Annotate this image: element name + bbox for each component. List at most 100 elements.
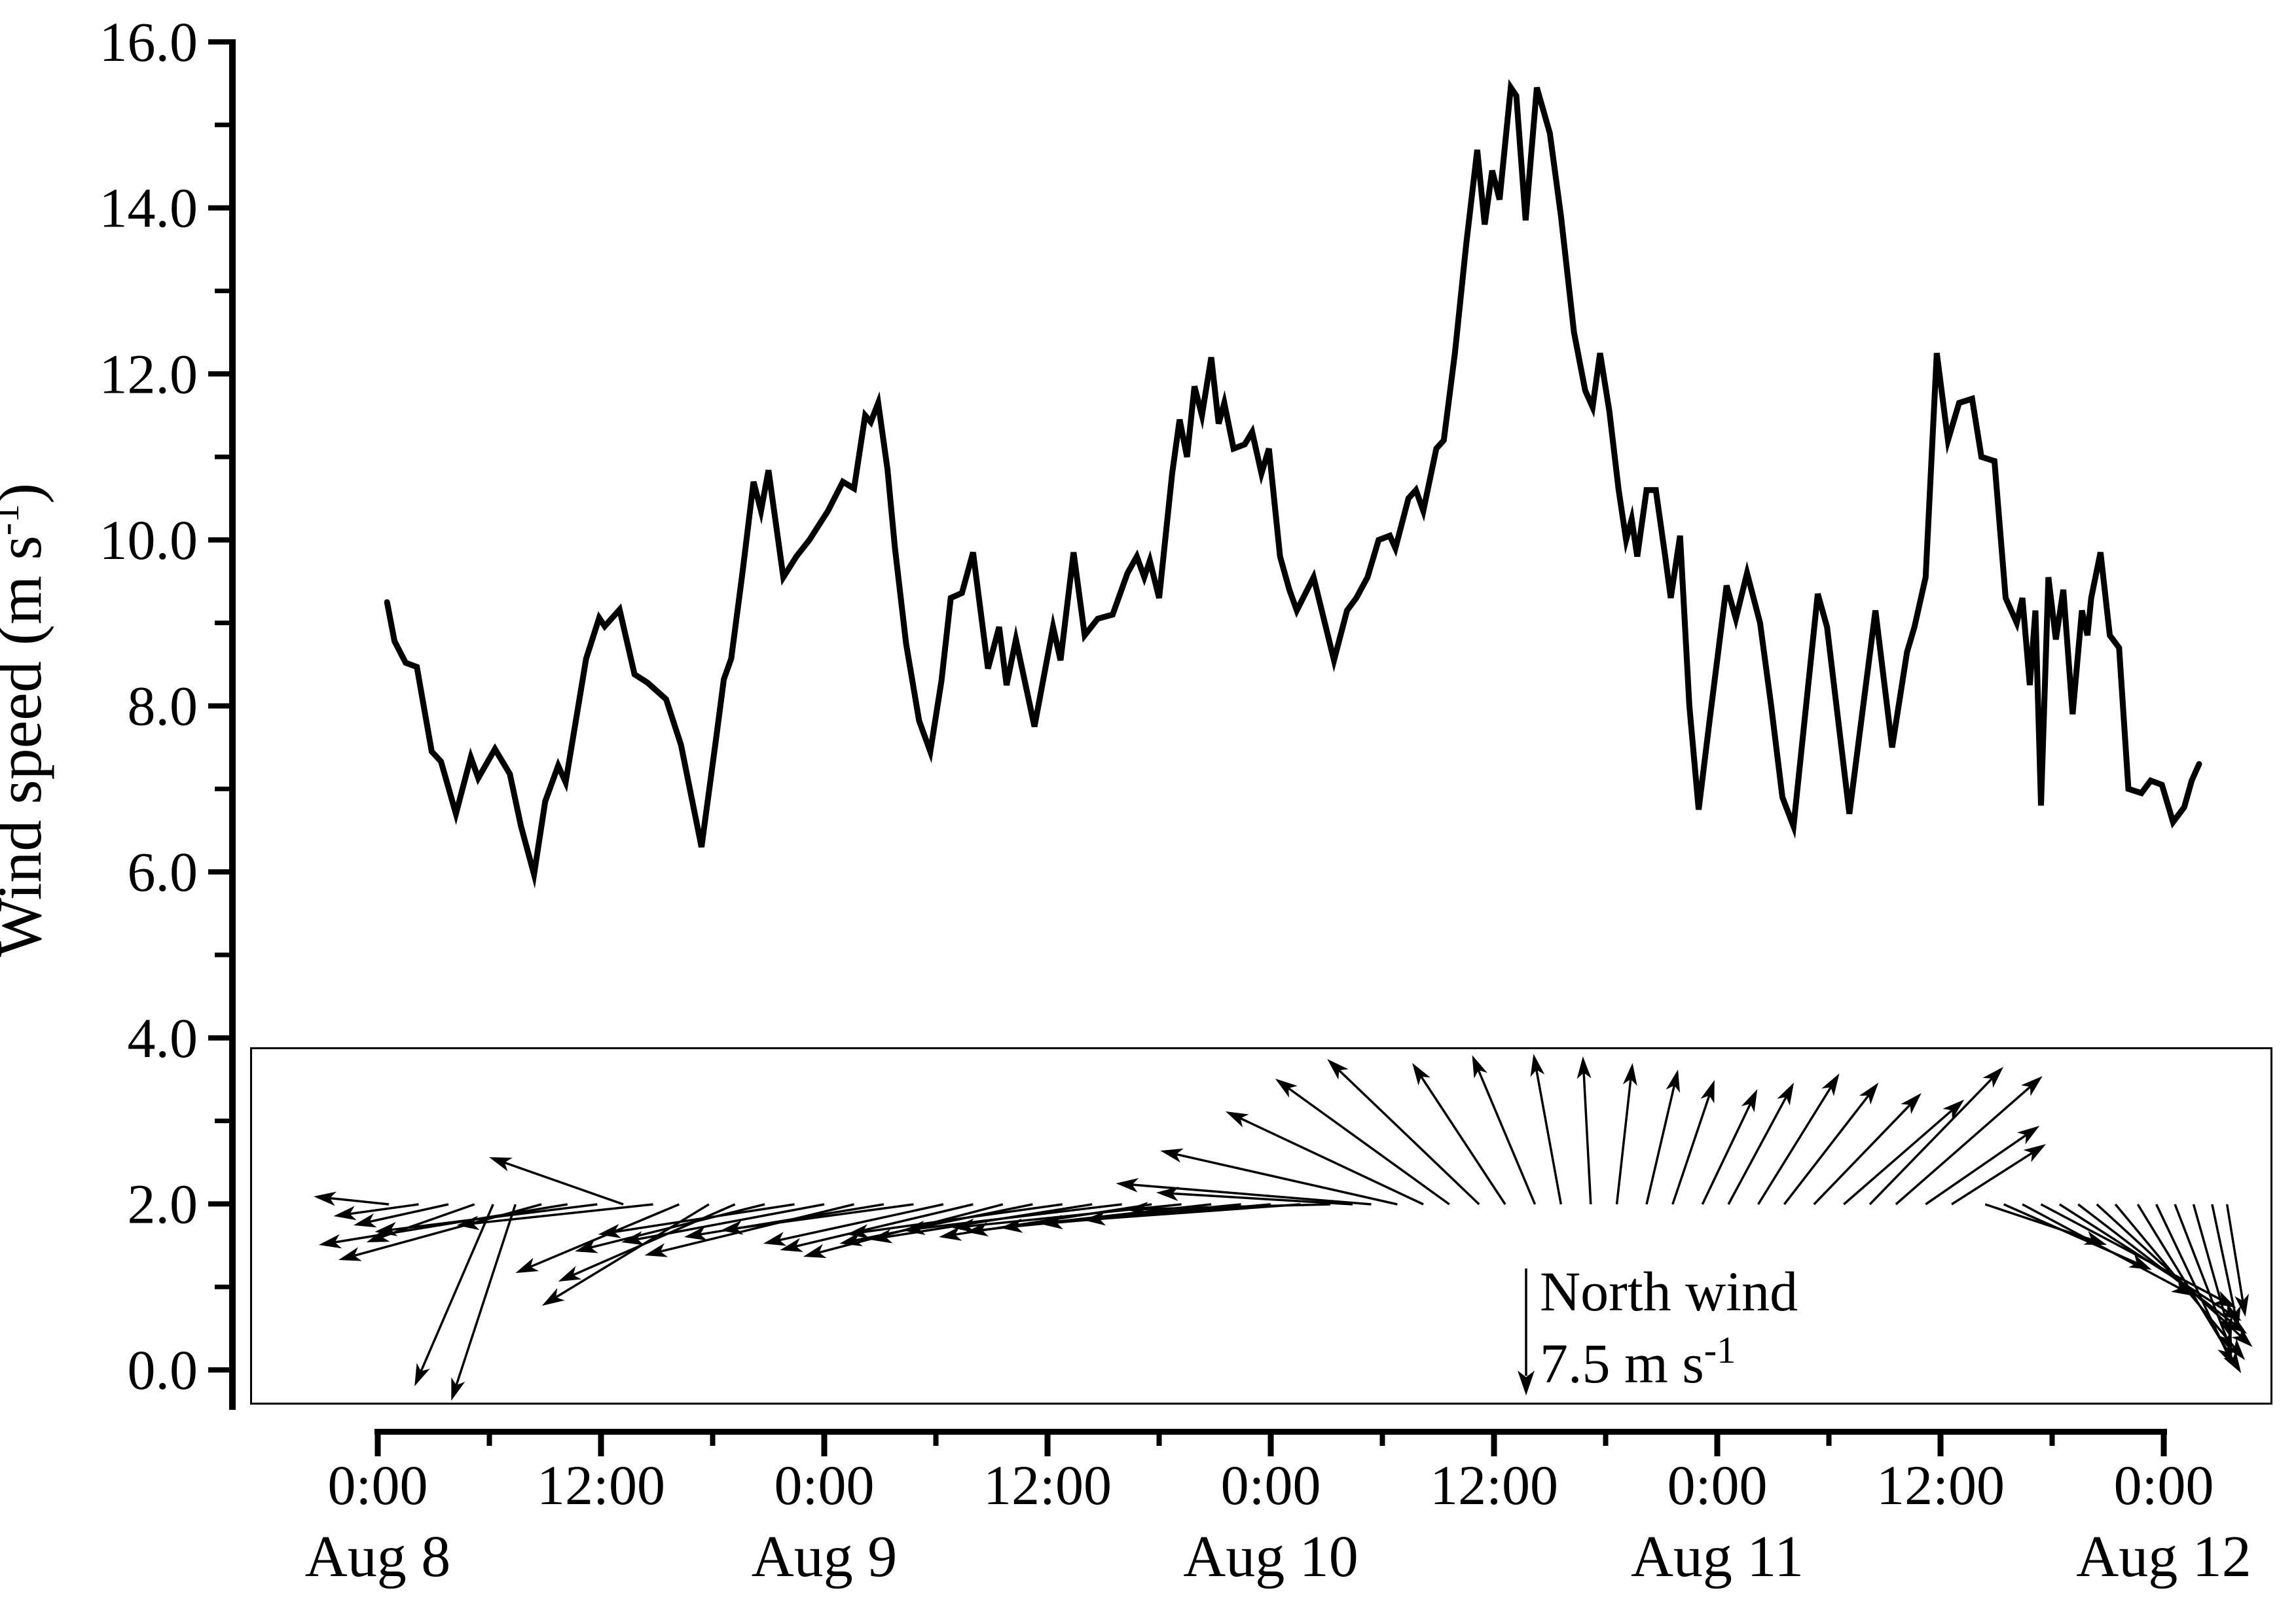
wind-arrow-shaft <box>660 1203 854 1253</box>
wind-arrow <box>1951 1144 2047 1206</box>
x-axis-minor-tick <box>1379 1429 1385 1446</box>
wind-arrow-head <box>1700 1080 1715 1104</box>
wind-arrow-head <box>683 1226 708 1241</box>
wind-arrow-shaft <box>862 1203 1063 1234</box>
wind-arrow-head <box>2231 1326 2253 1347</box>
wind-arrow-shaft <box>1535 1069 1563 1205</box>
wind-arrow-head <box>541 1287 565 1306</box>
wind-arrow-shaft <box>572 1203 736 1276</box>
wind-arrow-head <box>314 1191 337 1206</box>
legend-value-text: 7.5 m s <box>1540 1332 1704 1395</box>
x-axis-minor-tick <box>933 1429 939 1446</box>
wind-arrow-head <box>1859 1083 1879 1105</box>
y-tick-label: 2.0 <box>128 1172 198 1235</box>
wind-arrow <box>489 1157 624 1206</box>
y-tick-label: 6.0 <box>128 840 198 903</box>
wind-arrow <box>1701 1089 1758 1205</box>
y-tick-label: 12.0 <box>100 342 198 405</box>
wind-arrow-head <box>1083 1211 1106 1226</box>
wind-arrow-shaft <box>1868 1077 1993 1206</box>
wind-arrow-shaft <box>1172 1192 1353 1206</box>
wind-arrow <box>1226 1111 1424 1206</box>
wind-arrow <box>2077 1203 2248 1334</box>
y-axis-minor-tick <box>215 288 230 293</box>
wind-arrow-head <box>803 1244 827 1259</box>
wind-arrow <box>2192 1204 2232 1339</box>
wind-arrow-head <box>333 1206 357 1221</box>
wind-arrow <box>1615 1063 1637 1205</box>
wind-arrow-shaft <box>1645 1085 1676 1205</box>
wind-arrow-head <box>1982 1067 2004 1088</box>
x-tick-label: 0:00 <box>1221 1454 1321 1517</box>
wind-arrow-head <box>952 1218 975 1233</box>
wind-arrow <box>1925 1126 2040 1206</box>
x-tick-label: 12:00 <box>1430 1454 1558 1517</box>
wind-arrow-shaft <box>555 1203 710 1299</box>
wind-arrow <box>1156 1187 1353 1206</box>
wind-arrow-head <box>902 1221 926 1235</box>
legend-label: North wind <box>1540 1260 1798 1323</box>
wind-arrow-shaft <box>795 1203 974 1248</box>
y-axis-major-tick <box>208 703 230 709</box>
y-axis-minor-tick <box>215 620 230 626</box>
wind-arrow <box>1530 1054 1563 1205</box>
wind-arrow <box>1327 1059 1480 1206</box>
wind-arrow-head <box>1125 1202 1149 1217</box>
wind-arrow-shaft <box>1142 1203 1330 1211</box>
date-label: Aug 12 <box>2076 1524 2251 1589</box>
wind-arrow-head <box>1160 1148 1184 1163</box>
wind-arrow-head <box>1000 1218 1023 1233</box>
wind-arrow-head <box>1741 1089 1758 1113</box>
wind-arrow-head <box>2217 1330 2233 1354</box>
wind-arrow-shaft <box>1895 1086 2032 1206</box>
wind-arrow-shaft <box>1951 1151 2033 1206</box>
y-axis-major-tick <box>208 537 230 543</box>
wind-arrow-head <box>966 1222 989 1237</box>
wind-arrow-shaft <box>2058 1203 2229 1313</box>
y-axis-minor-tick <box>215 122 230 128</box>
wind-arrow <box>621 1203 825 1246</box>
wind-arrow-head <box>489 1157 513 1172</box>
x-axis-major-tick <box>1491 1429 1497 1456</box>
wind-arrow <box>575 1203 765 1253</box>
wind-arrow-head <box>2128 1254 2152 1270</box>
wind-arrow-shaft <box>369 1203 449 1223</box>
wind-arrow-shaft <box>420 1204 494 1372</box>
wind-arrow-shaft <box>2040 1203 2223 1301</box>
wind-arrow-head <box>1327 1059 1349 1080</box>
wind-arrow <box>1671 1080 1715 1205</box>
x-tick-label: 12:00 <box>537 1454 665 1517</box>
y-axis-major-tick <box>208 39 230 45</box>
wind-arrow <box>318 1203 568 1249</box>
wind-arrow <box>2174 1204 2233 1354</box>
wind-arrow-shaft <box>1288 1087 1450 1206</box>
y-tick-label: 16.0 <box>100 10 198 73</box>
wind-arrow-head <box>575 1239 598 1253</box>
y-axis-major-tick <box>208 869 230 875</box>
wind-arrow <box>1757 1073 1840 1205</box>
wind-arrow-shaft <box>1925 1134 2027 1206</box>
wind-arrow-shaft <box>1783 1094 1870 1206</box>
wind-arrow <box>1412 1063 1506 1205</box>
y-axis-major-tick <box>208 205 230 211</box>
wind-arrow-head <box>1530 1054 1545 1077</box>
wind-arrow-shaft <box>2225 1204 2244 1301</box>
wind-arrow-head <box>451 1377 465 1401</box>
date-label: Aug 9 <box>752 1524 898 1589</box>
y-axis-spine <box>229 39 236 1410</box>
wind-arrow-shaft <box>1671 1095 1711 1205</box>
wind-arrow <box>1843 1100 1965 1206</box>
x-axis-minor-tick <box>2049 1429 2055 1446</box>
y-axis-minor-tick <box>215 952 230 958</box>
wind-arrow-head <box>763 1232 787 1246</box>
wind-arrow <box>1125 1202 1330 1217</box>
wind-arrow <box>1645 1069 1681 1205</box>
wind-arrow <box>1576 1056 1592 1205</box>
x-axis-minor-tick <box>486 1429 492 1446</box>
wind-arrow <box>353 1203 449 1228</box>
wind-arrow-head <box>1275 1079 1298 1098</box>
wind-arrow <box>414 1204 494 1386</box>
wind-arrow <box>1783 1083 1879 1206</box>
wind-arrow-shaft <box>473 1203 653 1225</box>
